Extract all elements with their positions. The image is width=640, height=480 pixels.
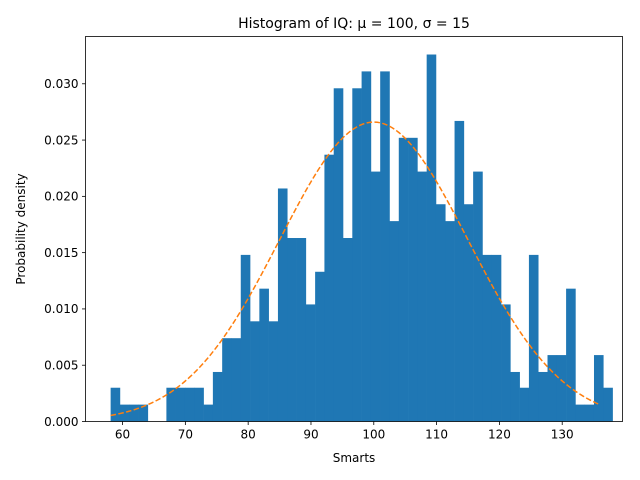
histogram-bar: [324, 154, 335, 422]
histogram-bar: [398, 137, 409, 422]
histogram-bar: [194, 387, 204, 422]
histogram-bar: [203, 404, 214, 422]
histogram-bar: [370, 171, 381, 422]
histogram-bar: [473, 171, 483, 422]
histogram-bar: [240, 254, 251, 422]
y-tick-label: 0.015: [44, 246, 78, 260]
histogram-bar: [547, 355, 558, 422]
histogram-bar: [268, 321, 279, 422]
histogram-bar: [603, 387, 613, 422]
histogram-bar: [129, 404, 139, 422]
x-axis-ticks: 60 70 80 90 100 110 120 130: [115, 421, 574, 442]
histogram-bar: [166, 387, 176, 422]
histogram-bar: [408, 137, 418, 422]
histogram-bar: [593, 355, 604, 422]
x-tick-label: 110: [425, 428, 448, 442]
histogram-bar: [528, 254, 539, 422]
histogram-bar: [575, 404, 585, 422]
y-tick-label: 0.005: [44, 359, 78, 373]
x-tick-label: 90: [303, 428, 318, 442]
histogram-bar: [212, 371, 223, 422]
x-tick-label: 120: [488, 428, 511, 442]
histogram-bar: [435, 204, 446, 422]
histogram-bar: [556, 355, 567, 422]
histogram-bar: [352, 88, 362, 422]
histogram-bar: [287, 238, 297, 422]
y-tick-label: 0.030: [44, 77, 78, 91]
histogram-bar: [445, 221, 455, 422]
x-tick-label: 60: [115, 428, 130, 442]
normal-fit-curve: [110, 121, 601, 417]
histogram-bar: [305, 304, 316, 422]
y-axis-ticks: 0.000 0.005 0.010 0.015 0.020 0.025 0.030: [44, 77, 86, 429]
y-tick-label: 0.020: [44, 190, 78, 204]
y-axis-label: Probability density: [14, 173, 28, 284]
histogram-bar: [538, 371, 548, 422]
histogram-bar: [277, 188, 288, 422]
plot-area: [85, 36, 623, 422]
histogram-bar: [519, 387, 530, 422]
y-tick-label: 0.010: [44, 302, 78, 316]
histogram-bar: [175, 387, 186, 422]
histogram-bar: [510, 371, 520, 422]
histogram-bar: [259, 288, 269, 422]
histogram-bar: [296, 238, 307, 422]
histogram-bar: [119, 404, 130, 422]
histogram-bar: [463, 204, 474, 422]
x-tick-label: 130: [551, 428, 574, 442]
histogram-bar: [584, 404, 595, 422]
histogram-bar: [222, 338, 232, 422]
histogram-bar: [138, 404, 149, 422]
histogram-bar: [491, 254, 502, 422]
x-tick-label: 80: [241, 428, 256, 442]
histogram-bar: [417, 171, 427, 422]
histogram-bar: [184, 387, 195, 422]
x-tick-label: 100: [362, 428, 385, 442]
histogram-bar: [380, 71, 390, 422]
y-tick-label: 0.025: [44, 133, 78, 147]
histogram-bar: [566, 288, 576, 422]
histogram-bar: [501, 304, 511, 422]
y-tick-label: 0.000: [44, 415, 78, 429]
histogram-bar: [231, 338, 242, 422]
histogram-bar: [333, 88, 344, 422]
x-axis-label: Smarts: [333, 451, 376, 465]
x-tick-label: 70: [178, 428, 193, 442]
histogram-bar: [361, 71, 372, 422]
histogram-bar: [110, 387, 121, 422]
histogram-bar: [482, 254, 493, 422]
chart-title: Histogram of IQ: μ = 100, σ = 15: [238, 16, 470, 32]
axes-frame: [85, 36, 623, 422]
histogram-bar: [343, 238, 353, 422]
histogram-bar: [454, 120, 465, 422]
histogram-bar: [389, 221, 400, 422]
histogram-bars: [110, 54, 613, 422]
histogram-bar: [315, 271, 325, 422]
histogram-bar: [426, 54, 437, 422]
histogram-bar: [250, 321, 260, 422]
